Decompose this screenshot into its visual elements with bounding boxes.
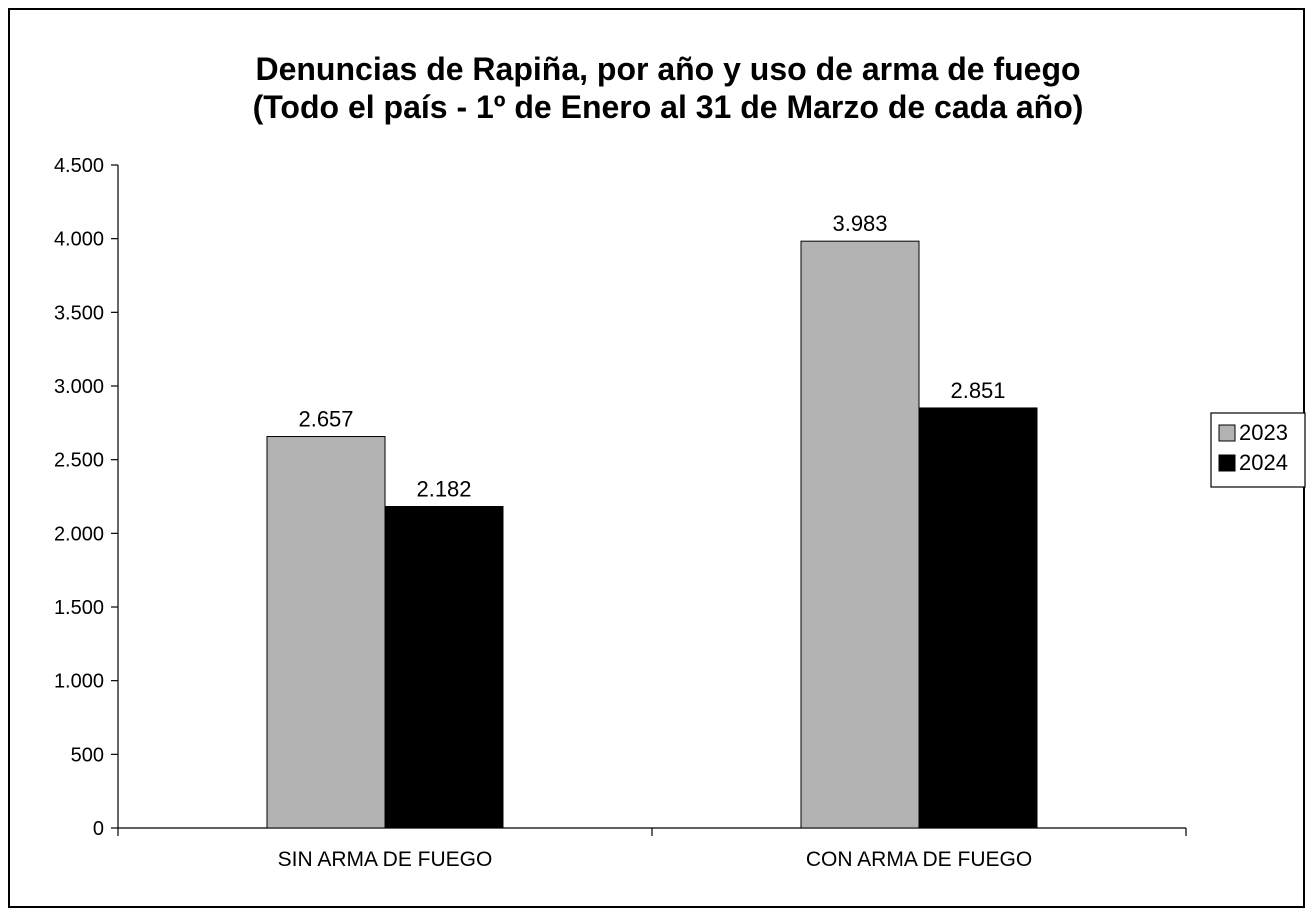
plot-area: 0 500 1.000 1.500 2.000 2.500 3.000 3.500 4.000 4… [54, 155, 1187, 871]
y-tick-label: 500 [71, 744, 104, 766]
bar-chart: Denuncias de Rapiña, por año y uso de ar… [54, 51, 1306, 871]
y-tick-label: 4.500 [54, 155, 104, 177]
chart-frame [8, 8, 1305, 908]
bar-2024 [918, 407, 1038, 829]
bar-2024 [384, 506, 504, 829]
legend-label: 2023 [1239, 420, 1288, 445]
legend-label: 2024 [1239, 450, 1288, 475]
data-label: 2.851 [950, 378, 1005, 403]
y-tick-label: 2.500 [54, 450, 104, 472]
data-label: 2.182 [416, 477, 471, 502]
y-tick-label: 2.000 [54, 523, 104, 545]
x-tick-label: CON ARMA DE FUEGO [806, 848, 1032, 871]
y-tick-label: 3.500 [54, 302, 104, 324]
legend: 2023 2024 [1210, 412, 1306, 488]
bar-2023 [800, 240, 920, 829]
chart-title-line-1: Denuncias de Rapiña, por año y uso de ar… [255, 51, 1080, 87]
bar-2023 [266, 436, 386, 829]
y-tick-label: 1.500 [54, 597, 104, 619]
y-tick-label: 4.000 [54, 229, 104, 251]
y-tick-label: 0 [93, 818, 104, 840]
legend-swatch [1218, 454, 1236, 472]
legend-swatch [1218, 424, 1236, 442]
y-tick-label: 3.000 [54, 376, 104, 398]
y-tick-label: 1.000 [54, 671, 104, 693]
chart-title-line-2: (Todo el país - 1º de Enero al 31 de Mar… [253, 89, 1084, 125]
x-tick-label: SIN ARMA DE FUEGO [278, 848, 493, 871]
data-label: 3.983 [832, 211, 887, 236]
data-label: 2.657 [298, 407, 353, 432]
